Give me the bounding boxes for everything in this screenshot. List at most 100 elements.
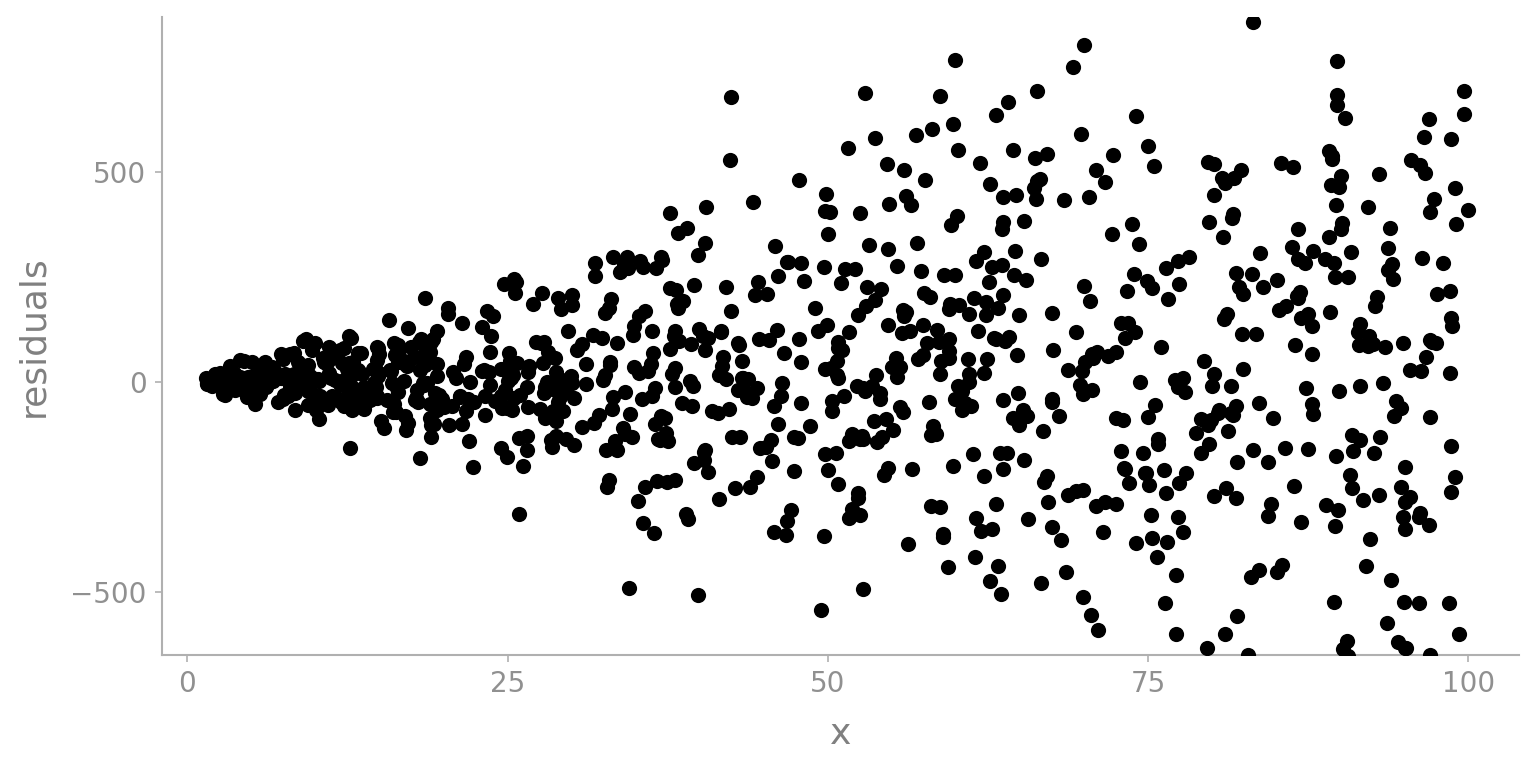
Point bbox=[630, 392, 654, 405]
Point bbox=[955, 353, 980, 365]
Point bbox=[1134, 467, 1158, 479]
Point bbox=[218, 379, 243, 392]
Point bbox=[444, 372, 468, 384]
Point bbox=[1266, 566, 1290, 578]
Point bbox=[224, 378, 249, 390]
Point bbox=[1127, 376, 1152, 389]
Point bbox=[1092, 176, 1117, 188]
Point bbox=[201, 371, 226, 383]
Point bbox=[1412, 167, 1436, 179]
Point bbox=[616, 581, 641, 594]
Point bbox=[339, 380, 364, 392]
Point bbox=[720, 432, 745, 444]
Point bbox=[639, 358, 664, 370]
Point bbox=[693, 343, 717, 356]
Point bbox=[1444, 182, 1468, 194]
Point bbox=[472, 409, 496, 421]
Point bbox=[1221, 409, 1246, 421]
Point bbox=[1138, 509, 1163, 521]
Point bbox=[498, 355, 522, 367]
Point bbox=[1324, 199, 1349, 211]
Point bbox=[1361, 337, 1385, 349]
Point bbox=[488, 442, 513, 455]
Point bbox=[645, 475, 670, 487]
Point bbox=[335, 359, 359, 372]
Point bbox=[919, 429, 943, 441]
Point bbox=[1224, 455, 1249, 468]
Point bbox=[1003, 245, 1028, 257]
Point bbox=[790, 397, 814, 409]
Point bbox=[1269, 559, 1293, 571]
Point bbox=[988, 447, 1012, 459]
Point bbox=[621, 431, 645, 443]
Point bbox=[1281, 480, 1306, 492]
Point bbox=[719, 154, 743, 166]
Point bbox=[296, 359, 321, 371]
Point bbox=[946, 380, 971, 392]
Point bbox=[621, 361, 645, 373]
Point bbox=[710, 359, 734, 372]
Point bbox=[539, 441, 564, 453]
Point bbox=[407, 364, 432, 376]
Point bbox=[664, 283, 688, 296]
Point bbox=[774, 256, 799, 268]
Point bbox=[516, 366, 541, 378]
Point bbox=[708, 325, 733, 337]
Point bbox=[1358, 533, 1382, 545]
Point bbox=[475, 305, 499, 317]
Point bbox=[508, 389, 533, 402]
Point bbox=[912, 174, 937, 186]
Point bbox=[940, 118, 965, 130]
Point bbox=[714, 373, 739, 386]
Point bbox=[1393, 462, 1418, 474]
Point bbox=[1109, 445, 1134, 457]
Point bbox=[1370, 377, 1395, 389]
Point bbox=[730, 356, 754, 368]
Point bbox=[584, 257, 608, 270]
Point bbox=[836, 141, 860, 154]
Point bbox=[974, 296, 998, 308]
Point bbox=[590, 332, 614, 344]
Point bbox=[667, 335, 691, 347]
Point bbox=[636, 365, 660, 377]
Point bbox=[958, 399, 983, 412]
Point bbox=[415, 376, 439, 389]
Point bbox=[386, 356, 410, 369]
Point bbox=[895, 538, 920, 550]
Point bbox=[1177, 251, 1201, 263]
Point bbox=[1264, 273, 1289, 286]
Point bbox=[493, 384, 518, 396]
Point bbox=[1319, 153, 1344, 165]
Point bbox=[736, 391, 760, 403]
Point bbox=[1000, 144, 1025, 157]
Point bbox=[591, 374, 616, 386]
Point bbox=[1316, 144, 1341, 157]
Point bbox=[1152, 464, 1177, 476]
Point bbox=[915, 337, 940, 349]
Point bbox=[848, 433, 872, 445]
Point bbox=[587, 409, 611, 421]
Point bbox=[1447, 627, 1471, 640]
Point bbox=[963, 254, 988, 266]
Point bbox=[928, 501, 952, 513]
Point bbox=[501, 369, 525, 382]
Point bbox=[759, 455, 783, 467]
Point bbox=[406, 396, 430, 408]
Point bbox=[693, 237, 717, 250]
Point bbox=[1247, 397, 1272, 409]
Point bbox=[436, 307, 461, 319]
Point bbox=[846, 487, 871, 499]
Point bbox=[1293, 382, 1318, 395]
Point bbox=[1109, 317, 1134, 329]
Point bbox=[221, 366, 246, 379]
Point bbox=[453, 351, 478, 363]
Point bbox=[863, 132, 888, 144]
Point bbox=[647, 434, 671, 446]
Point bbox=[1183, 427, 1207, 439]
Point bbox=[882, 424, 906, 436]
Point bbox=[837, 326, 862, 339]
Point bbox=[1071, 39, 1095, 51]
Point bbox=[1439, 312, 1464, 324]
Point bbox=[1189, 447, 1213, 459]
Point bbox=[840, 503, 865, 515]
